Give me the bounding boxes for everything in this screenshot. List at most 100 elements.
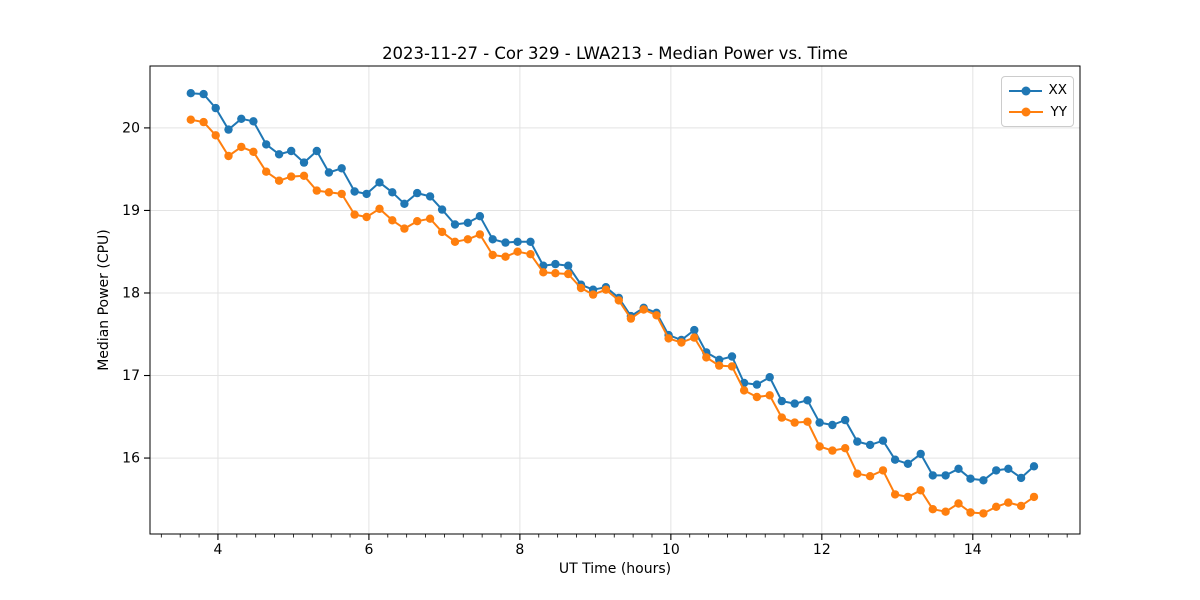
data-point-xx [337, 164, 346, 173]
data-point-yy [865, 472, 875, 481]
data-point-yy [828, 446, 837, 455]
data-point-yy [475, 230, 485, 239]
data-point-xx [287, 146, 296, 156]
data-point-yy [903, 492, 913, 502]
data-point-xx [362, 189, 371, 199]
y-tick-label: 18 [122, 285, 140, 301]
data-point-xx [790, 399, 799, 408]
data-point-xx [274, 150, 284, 159]
data-point-xx [979, 476, 988, 485]
data-point-yy [299, 171, 309, 180]
data-point-xx [388, 188, 397, 197]
data-point-yy [890, 490, 900, 499]
data-point-xx [475, 212, 485, 221]
data-point-xx [690, 325, 699, 335]
data-point-yy [601, 285, 611, 294]
data-point-xx [752, 380, 762, 389]
data-point-yy [287, 172, 296, 181]
x-tick-label: 10 [662, 542, 680, 558]
data-point-yy [237, 142, 246, 152]
x-tick-label: 6 [364, 542, 373, 558]
data-point-xx [199, 89, 208, 99]
data-point-xx [526, 237, 535, 246]
data-point-yy [375, 204, 384, 213]
data-point-xx [890, 455, 900, 464]
data-point-yy [400, 224, 409, 233]
data-point-xx [186, 89, 195, 98]
data-point-xx [299, 158, 309, 167]
data-point-xx [350, 187, 359, 196]
data-point-yy [853, 469, 862, 478]
data-point-xx [312, 146, 321, 156]
data-point-yy [337, 189, 346, 199]
legend-label-xx: XX [1048, 81, 1068, 98]
data-point-yy [539, 268, 548, 277]
data-point-xx [992, 466, 1001, 475]
data-point-yy [916, 486, 925, 495]
data-point-yy [576, 283, 586, 293]
data-point-yy [186, 115, 195, 124]
plot-box [149, 65, 1081, 535]
y-tick-label: 17 [122, 368, 140, 384]
y-tick-label: 19 [122, 203, 140, 219]
data-point-yy [324, 188, 334, 197]
x-axis-label: UT Time (hours) [558, 561, 672, 577]
data-point-yy [614, 296, 623, 305]
data-point-yy [1029, 492, 1039, 502]
data-point-yy [966, 508, 975, 517]
data-point-xx [853, 437, 862, 446]
data-point-yy [815, 442, 824, 451]
data-point-yy [878, 466, 888, 475]
data-point-xx [249, 117, 258, 126]
data-point-yy [941, 507, 950, 516]
legend-line-marker-xx-icon [1009, 86, 1042, 96]
data-point-xx [425, 192, 435, 201]
data-point-xx [237, 114, 246, 124]
data-point-yy [564, 269, 573, 279]
data-point-xx [513, 237, 522, 246]
data-point-yy [690, 333, 699, 342]
y-axis-label-text: Median Power (CPU) [96, 229, 112, 371]
data-point-yy [702, 353, 711, 362]
data-point-xx [815, 418, 824, 427]
legend-item-yy: YY [1008, 102, 1067, 122]
data-point-yy [262, 167, 271, 176]
data-point-yy [551, 269, 560, 278]
data-point-yy [739, 386, 749, 395]
data-point-yy [928, 505, 937, 514]
data-point-yy [777, 413, 786, 422]
data-point-xx [224, 125, 233, 134]
data-point-xx [375, 178, 384, 187]
data-point-xx [1029, 462, 1039, 471]
data-point-xx [916, 449, 925, 459]
data-point-yy [992, 502, 1001, 511]
y-tick-label: 16 [122, 451, 140, 467]
data-point-xx [828, 420, 837, 430]
data-point-xx [966, 474, 975, 483]
data-point-yy [274, 176, 284, 185]
data-point-yy [488, 250, 497, 260]
legend-item-xx: XX [1008, 81, 1067, 101]
data-point-yy [463, 235, 472, 244]
x-tick-label: 4 [213, 542, 222, 558]
data-point-yy [513, 247, 522, 256]
data-point-yy [715, 361, 724, 370]
legend: XX YY [1001, 76, 1074, 127]
data-point-yy [752, 392, 762, 402]
data-point-xx [903, 459, 913, 468]
chart-title: 2023-11-27 - Cor 329 - LWA213 - Median P… [382, 44, 848, 63]
data-point-yy [1004, 498, 1013, 507]
data-point-xx [501, 238, 510, 247]
data-point-xx [928, 471, 937, 480]
data-point-xx [715, 355, 724, 364]
data-point-yy [413, 217, 422, 226]
x-tick-label: 12 [813, 542, 831, 558]
x-tick-label: 8 [515, 542, 524, 558]
data-point-yy [588, 290, 598, 299]
data-point-xx [727, 352, 737, 361]
data-point-yy [765, 391, 774, 400]
data-point-yy [437, 227, 447, 237]
data-point-xx [765, 373, 774, 382]
data-point-yy [790, 418, 799, 427]
